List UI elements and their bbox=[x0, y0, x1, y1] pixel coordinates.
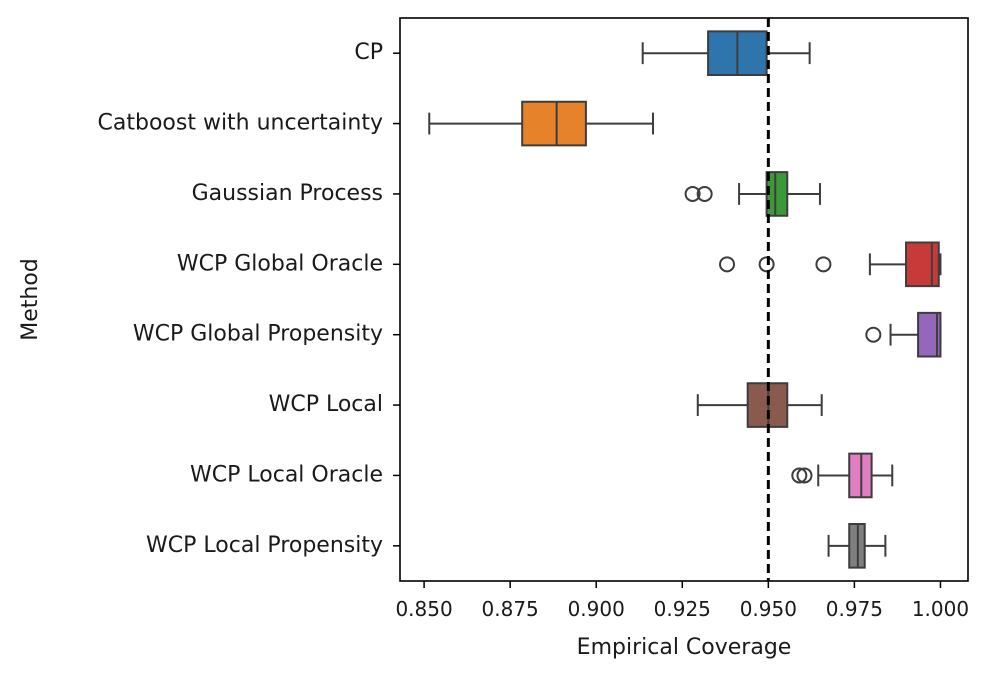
box-wcp-local bbox=[696, 382, 823, 428]
y-label-wcp-local-oracle: WCP Local Oracle bbox=[190, 462, 383, 487]
box-wcp-global-oracle bbox=[719, 241, 942, 288]
iqr-box-catboost-with-uncertainty bbox=[521, 100, 587, 147]
y-axis: CP Catboost with uncertainty Gaussian Proc… bbox=[98, 40, 400, 558]
box-catboost-with-uncertainty bbox=[428, 100, 655, 147]
outlier-wcp-global-propensity-0 bbox=[865, 326, 882, 343]
y-label-cp: CP bbox=[354, 40, 383, 65]
x-tick-label-6: 1.000 bbox=[912, 597, 969, 621]
iqr-box-wcp-global-oracle bbox=[905, 241, 940, 288]
y-label-wcp-local-propensity: WCP Local Propensity bbox=[146, 533, 383, 558]
box-gaussian-process bbox=[684, 171, 821, 217]
outlier-wcp-global-oracle-2 bbox=[815, 256, 832, 273]
y-label-wcp-local: WCP Local bbox=[269, 392, 383, 417]
outlier-wcp-local-oracle-1 bbox=[796, 467, 813, 484]
y-label-wcp-global-propensity: WCP Global Propensity bbox=[133, 322, 383, 347]
outlier-wcp-global-oracle-0 bbox=[719, 256, 736, 273]
outlier-gaussian-process-1 bbox=[696, 185, 713, 202]
boxes-layer bbox=[428, 30, 942, 569]
x-axis: 0.850 0.875 0.900 0.925 0.950 0.975 1.000 bbox=[395, 581, 969, 621]
x-tick-label-4: 0.950 bbox=[740, 597, 797, 621]
y-axis-title: Method bbox=[18, 258, 43, 341]
box-wcp-local-oracle bbox=[791, 452, 894, 499]
plot-frame bbox=[399, 17, 969, 582]
x-tick-label-0: 0.850 bbox=[395, 597, 452, 621]
x-tick-label-5: 0.975 bbox=[826, 597, 883, 621]
outlier-gaussian-process-0 bbox=[684, 185, 701, 202]
iqr-box-wcp-global-propensity bbox=[917, 311, 942, 358]
box-wcp-local-propensity bbox=[827, 522, 887, 569]
x-tick-label-1: 0.875 bbox=[482, 597, 539, 621]
x-axis-title: Empirical Coverage bbox=[577, 635, 792, 660]
x-tick-label-2: 0.900 bbox=[568, 597, 625, 621]
x-tick-label-3: 0.925 bbox=[654, 597, 711, 621]
outlier-wcp-local-oracle-0 bbox=[791, 467, 808, 484]
y-label-wcp-global-oracle: WCP Global Oracle bbox=[177, 251, 383, 276]
outlier-wcp-global-oracle-1 bbox=[758, 256, 775, 273]
box-wcp-global-propensity bbox=[865, 311, 942, 358]
iqr-box-gaussian-process bbox=[765, 171, 789, 217]
box-cp bbox=[641, 30, 811, 77]
y-label-gaussian-process: Gaussian Process bbox=[192, 181, 383, 206]
y-label-catboost-with-uncertainty: Catboost with uncertainty bbox=[98, 111, 383, 136]
